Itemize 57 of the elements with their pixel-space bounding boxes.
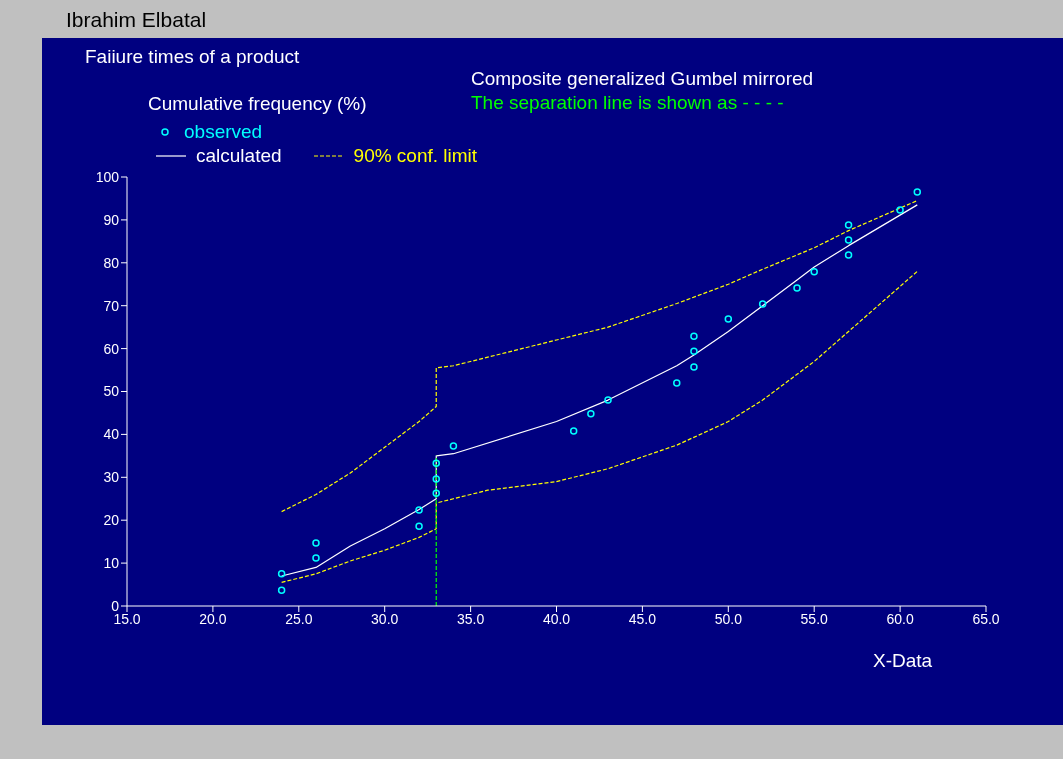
chart-title: Ibrahim Elbatal bbox=[66, 8, 207, 32]
y-tick-label: 20 bbox=[103, 512, 120, 529]
point bbox=[673, 379, 681, 387]
y-tick-label: 60 bbox=[103, 340, 120, 357]
point bbox=[844, 251, 853, 259]
y-axis-title: Cumulative frequency (%) bbox=[148, 93, 367, 115]
x-tick-label: 20.0 bbox=[199, 610, 227, 627]
legend-label: calculated bbox=[196, 145, 282, 167]
y-tick-label: 90 bbox=[103, 211, 120, 228]
point bbox=[449, 442, 458, 450]
point bbox=[604, 396, 612, 404]
point bbox=[690, 347, 698, 355]
x-axis-title: X-Data bbox=[873, 650, 933, 672]
point bbox=[415, 522, 423, 530]
point bbox=[844, 236, 853, 244]
x-tick-label: 40.0 bbox=[542, 610, 571, 627]
x-tick-label: 35.0 bbox=[456, 610, 485, 627]
point bbox=[913, 188, 922, 196]
text: The separation line is shown as - - - - bbox=[471, 92, 784, 114]
point bbox=[432, 459, 440, 467]
point bbox=[569, 427, 578, 435]
y-tick-label: 80 bbox=[103, 254, 120, 271]
line-series bbox=[281, 200, 918, 513]
y-tick-label: 30 bbox=[103, 469, 120, 486]
point bbox=[312, 539, 320, 547]
point bbox=[415, 506, 423, 514]
point bbox=[432, 475, 440, 483]
x-tick-label: 50.0 bbox=[714, 610, 743, 627]
x-tick-label: 45.0 bbox=[628, 610, 657, 627]
point bbox=[690, 363, 698, 371]
point bbox=[587, 410, 595, 418]
point bbox=[432, 489, 440, 497]
x-tick-label: 25.0 bbox=[285, 610, 313, 627]
x-tick-label: 60.0 bbox=[886, 610, 914, 627]
y-tick-label: 40 bbox=[103, 426, 120, 443]
x-tick-label: 65.0 bbox=[972, 610, 1000, 627]
x-tick-label: 55.0 bbox=[800, 610, 829, 627]
point bbox=[724, 315, 733, 323]
point bbox=[844, 221, 853, 229]
point bbox=[277, 570, 286, 578]
point bbox=[312, 554, 320, 562]
point bbox=[277, 586, 286, 594]
line-series bbox=[281, 270, 918, 584]
point bbox=[810, 268, 818, 276]
legend-label: observed bbox=[184, 121, 263, 143]
point bbox=[793, 284, 801, 292]
y-tick-label: 50 bbox=[103, 383, 120, 400]
point bbox=[690, 332, 698, 340]
y-tick-label: 100 bbox=[95, 168, 120, 185]
point bbox=[758, 300, 767, 308]
chart-subtitle: Faiiure times of a product bbox=[85, 46, 300, 68]
y-tick-label: 70 bbox=[103, 297, 120, 314]
point bbox=[896, 206, 904, 214]
y-tick-label: 10 bbox=[103, 555, 120, 572]
text: Composite generalized Gumbel mirrored bbox=[471, 68, 814, 90]
x-tick-label: 30.0 bbox=[371, 610, 399, 627]
legend-label: 90% conf. limit bbox=[353, 145, 478, 167]
